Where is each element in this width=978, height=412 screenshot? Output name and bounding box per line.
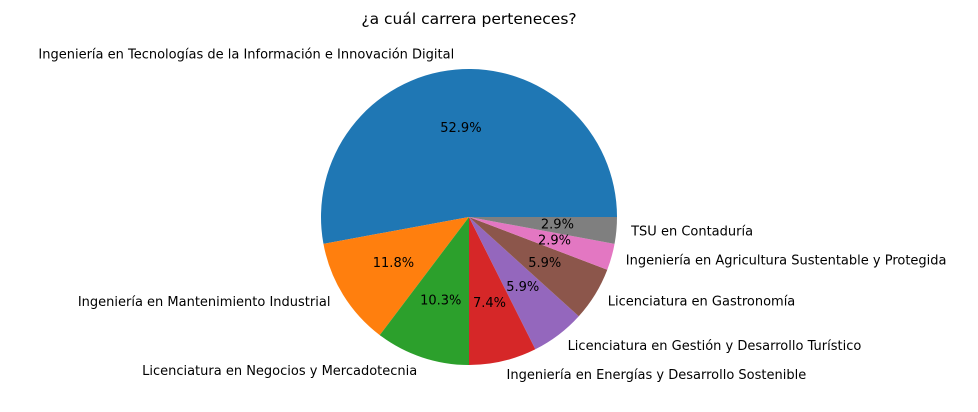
category-label: Licenciatura en Negocios y Mercadotecnia [142, 364, 417, 379]
percent-label: 10.3% [420, 294, 461, 309]
category-label: Licenciatura en Gestión y Desarrollo Tur… [568, 339, 862, 354]
pie-slice-tsu-en-contaduria [469, 217, 617, 244]
chart-title: ¿a cuál carrera perteneces? [361, 10, 576, 28]
pie-slice-ingenieria-en-tecnologias-de-la-informacion-e-innovacion-digital [321, 69, 617, 244]
category-label: Ingeniería en Agricultura Sustentable y … [626, 253, 947, 268]
category-label: Ingeniería en Energías y Desarrollo Sost… [507, 368, 807, 383]
pie-slice-ingenieria-en-energias-y-desarrollo-sostenible [469, 217, 536, 365]
pie-slices [321, 69, 617, 365]
category-label: TSU en Contaduría [630, 224, 753, 239]
percent-label: 11.8% [373, 256, 414, 271]
percent-label: 2.9% [538, 233, 571, 248]
percent-labels: 52.9%11.8%10.3% 7.4%5.9%5.9%2.9%2.9% [373, 121, 574, 311]
category-label: Ingeniería en Mantenimiento Industrial [78, 295, 331, 310]
percent-label: 52.9% [440, 121, 481, 136]
pie-slice-ingenieria-en-agricultura-sustentable-y-protegida [469, 217, 615, 270]
pie-slice-licenciatura-en-negocios-y-mercadotecnia [379, 217, 469, 365]
category-label: Ingeniería en Tecnologías de la Informac… [38, 47, 454, 62]
pie-slice-ingenieria-en-mantenimiento-industrial [323, 217, 469, 336]
percent-label: 7.4% [473, 296, 506, 311]
percent-label: 2.9% [541, 218, 574, 233]
pie-slice-licenciatura-en-gastronomia [469, 217, 608, 317]
category-label: Licenciatura en Gastronomía [608, 295, 795, 310]
percent-label: 5.9% [506, 280, 539, 295]
percent-label: 5.9% [528, 256, 561, 271]
category-labels: Ingeniería en Tecnologías de la Informac… [38, 47, 946, 383]
pie-slice-licenciatura-en-gestion-y-desarrollo-turistico [469, 217, 579, 350]
